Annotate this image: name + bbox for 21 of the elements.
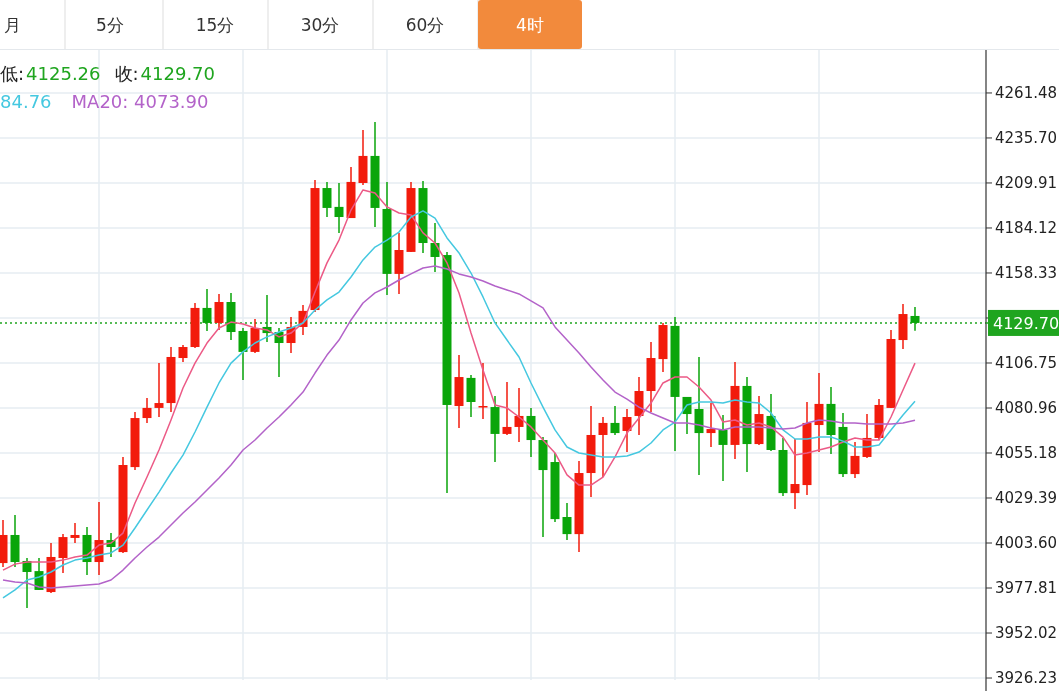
text: 4129.70	[140, 63, 216, 84]
y-tick-label: 4158.33	[995, 263, 1058, 282]
y-tick-label: 3926.23	[995, 669, 1058, 688]
text: 低:	[0, 63, 25, 84]
ref-line-label: 4129.70	[993, 313, 1059, 333]
text: 收:	[114, 63, 139, 84]
tabs: 月 5分 15分 30分 60分 4时	[3, 0, 582, 50]
y-tick-label: 4235.70	[995, 128, 1058, 147]
y-tick-label: 4261.48	[995, 83, 1058, 102]
y-tick-label: 4184.12	[995, 218, 1058, 237]
y-tick-label: 4106.75	[995, 353, 1058, 372]
text: 4125.26	[26, 63, 101, 84]
y-tick-label: 4055.18	[995, 443, 1058, 462]
y-tick-label: 4003.60	[995, 534, 1058, 553]
y-tick-label: 4209.91	[995, 173, 1058, 192]
text: MA20: 4073.90	[71, 91, 209, 112]
text: 84.76	[0, 91, 52, 112]
y-tick-label: 4029.39	[995, 489, 1058, 507]
y-tick-label: 3952.02	[995, 624, 1058, 643]
y-tick-label: 3977.81	[995, 579, 1058, 598]
y-tick-label: 4080.96	[995, 399, 1058, 417]
